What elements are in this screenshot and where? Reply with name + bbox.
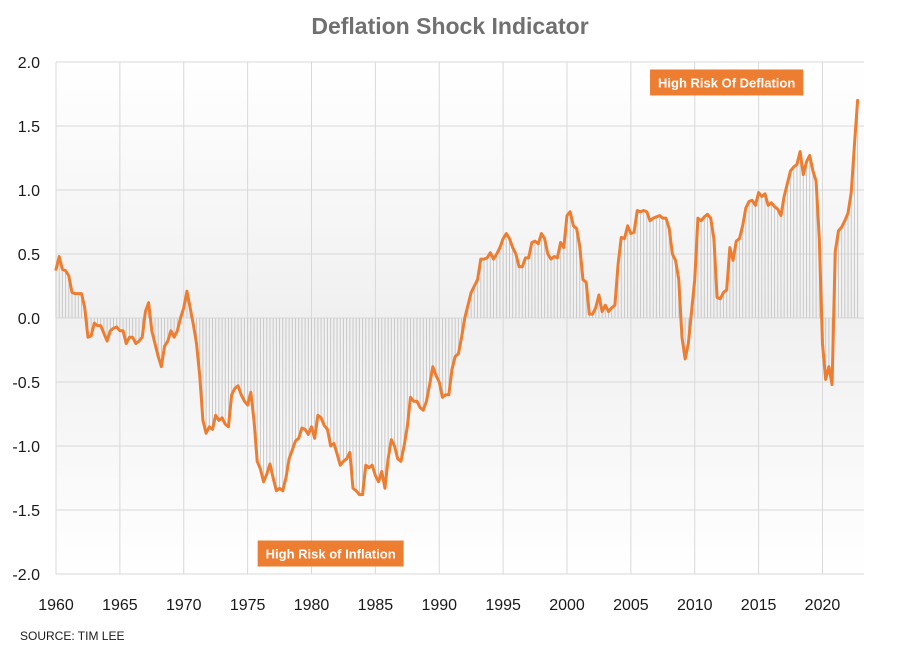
annotation: High Risk of Inflation	[257, 540, 404, 567]
y-tick-label: -2.0	[12, 567, 40, 584]
x-tick-label: 1965	[102, 597, 138, 614]
chart-title: Deflation Shock Indicator	[311, 13, 588, 39]
annotations: High Risk Of Deflation High Risk of Infla…	[257, 69, 804, 567]
y-tick-label: -1.0	[12, 439, 40, 456]
x-tick-label: 2005	[613, 597, 649, 614]
x-tick-label: 1970	[166, 597, 202, 614]
series-line	[54, 98, 860, 497]
y-tick-label: 1.5	[18, 119, 40, 136]
x-tick-label: 2010	[677, 597, 713, 614]
y-tick-label: -0.5	[12, 375, 40, 392]
x-tick-label: 1995	[485, 597, 521, 614]
annotation-box	[257, 540, 404, 567]
annotation-label: High Risk Of Deflation	[658, 75, 795, 90]
x-axis: 1960 1965 1970 1975 1980 1985 1990 1995 2000 2005…	[38, 597, 840, 614]
y-tick-label: 2.0	[18, 55, 40, 72]
y-axis: 2.0 1.5 1.0 0.5 0.0 -0.5 -1.0 -1.5 -2.0	[12, 55, 40, 584]
x-tick-label: 1990	[421, 597, 457, 614]
annotation-label: High Risk of Inflation	[266, 547, 396, 562]
x-tick-label: 1980	[294, 597, 330, 614]
x-tick-label: 2000	[549, 597, 585, 614]
source-note: SOURCE: TIM LEE	[20, 629, 124, 643]
y-tick-label: 0.5	[18, 247, 40, 264]
x-tick-label: 1985	[358, 597, 394, 614]
y-tick-label: -1.5	[12, 503, 40, 520]
x-tick-label: 2015	[741, 597, 777, 614]
x-tick-label: 1975	[230, 597, 266, 614]
y-tick-label: 0.0	[18, 311, 40, 328]
series-layer	[54, 98, 860, 497]
annotation-box	[650, 69, 804, 96]
annotation: High Risk Of Deflation	[650, 69, 804, 96]
x-tick-label: 1960	[38, 597, 74, 614]
y-tick-label: 1.0	[18, 183, 40, 200]
area-bars	[55, 100, 859, 495]
x-tick-label: 2020	[805, 597, 841, 614]
